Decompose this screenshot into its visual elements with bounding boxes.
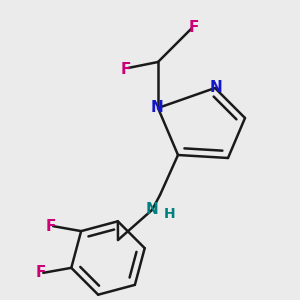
- Text: N: N: [210, 80, 222, 94]
- Text: F: F: [121, 61, 131, 76]
- Text: F: F: [36, 265, 46, 280]
- Text: H: H: [164, 207, 176, 221]
- Text: N: N: [146, 202, 158, 217]
- Text: N: N: [151, 100, 164, 116]
- Text: F: F: [46, 219, 56, 234]
- Text: F: F: [189, 20, 199, 34]
